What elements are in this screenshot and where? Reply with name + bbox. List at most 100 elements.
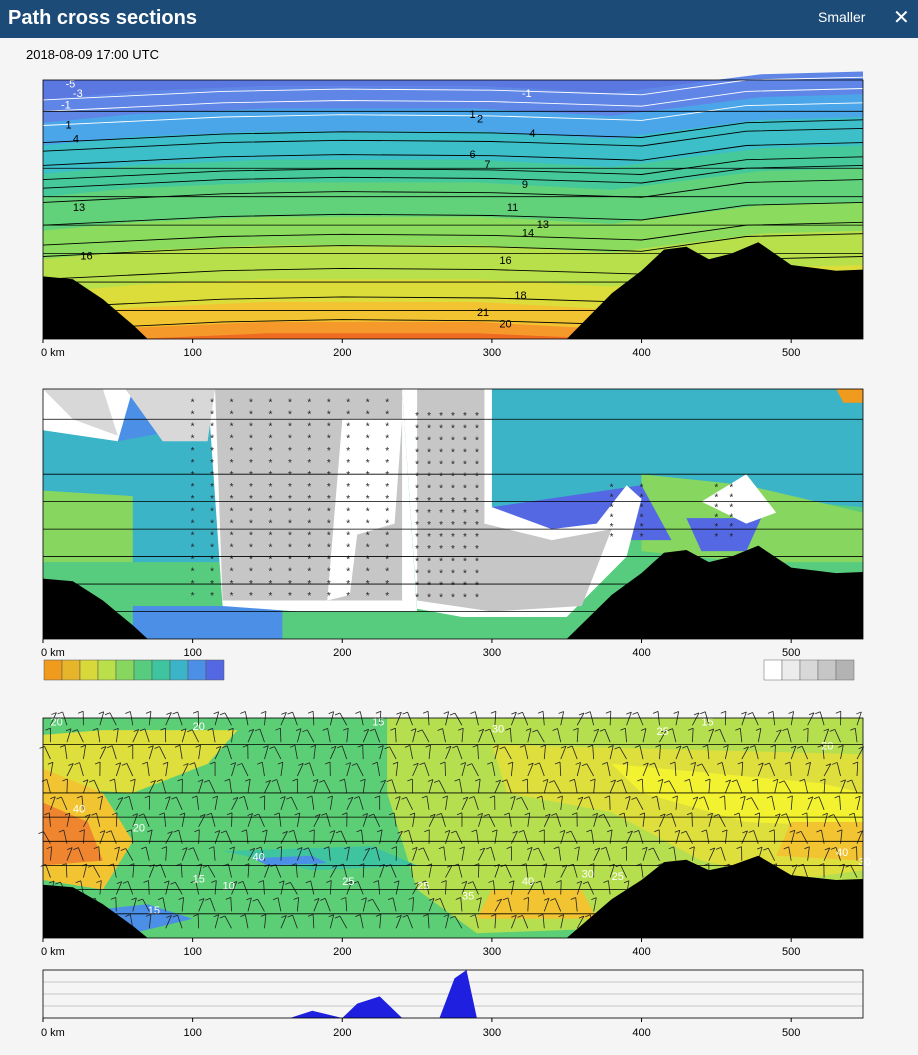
wind-barb bbox=[357, 881, 364, 895]
wind-barb-flag bbox=[600, 846, 607, 850]
wind-barb-flag bbox=[586, 829, 592, 833]
wind-barb bbox=[146, 762, 150, 777]
wind-barb bbox=[329, 914, 335, 929]
wind-barb-flag bbox=[558, 914, 564, 918]
wind-barb bbox=[478, 897, 482, 912]
wind-barb bbox=[213, 846, 216, 861]
humidity-swatch bbox=[97, 659, 117, 681]
wind-barb-flag bbox=[352, 881, 359, 884]
wind-barb-flag bbox=[428, 897, 435, 901]
wind-barb bbox=[510, 796, 516, 810]
wind-barb-flag bbox=[715, 846, 722, 850]
convective-marker: * bbox=[451, 435, 455, 446]
wind-barb bbox=[228, 863, 232, 878]
wind-contour-label: 15 bbox=[372, 716, 384, 728]
wind-barb bbox=[83, 779, 89, 794]
wind-barb-flag bbox=[172, 711, 178, 715]
wind-barb bbox=[527, 881, 535, 895]
convective-marker: * bbox=[463, 435, 467, 446]
convective-marker: * bbox=[307, 397, 311, 408]
isotherm-label: 6 bbox=[469, 149, 475, 161]
wind-barb-flag bbox=[253, 813, 259, 817]
wind-barb-flag bbox=[741, 711, 747, 715]
isotherm bbox=[42, 142, 864, 166]
wind-barb-flag bbox=[396, 711, 402, 715]
wind-barb-flag bbox=[524, 812, 530, 816]
isotherm-label: 20 bbox=[499, 319, 511, 331]
convective-marker: * bbox=[475, 460, 479, 471]
convective-marker: * bbox=[346, 506, 350, 517]
wind-barb bbox=[280, 762, 284, 777]
wind-barb bbox=[346, 881, 353, 895]
wind-barb bbox=[290, 882, 298, 895]
wind-barb-flag bbox=[192, 913, 199, 917]
isotherm-label: 16 bbox=[80, 250, 92, 262]
close-icon[interactable]: ✕ bbox=[893, 7, 910, 29]
convective-marker: * bbox=[249, 434, 253, 445]
wind-barb-flag bbox=[111, 812, 118, 816]
wind-barb-flag bbox=[640, 728, 647, 731]
wind-barb-flag bbox=[769, 829, 775, 833]
wind-barb bbox=[313, 814, 321, 827]
wind-barb bbox=[507, 897, 512, 912]
wind-barb-flag bbox=[39, 746, 45, 749]
wind-barb bbox=[606, 762, 611, 777]
wind-barb bbox=[212, 728, 216, 743]
convective-marker: * bbox=[610, 483, 614, 494]
wind-barb-flag bbox=[222, 745, 228, 749]
convective-marker: * bbox=[307, 446, 311, 457]
wind-barb-flag bbox=[334, 712, 341, 716]
wind-barb bbox=[161, 779, 167, 794]
wind-barb-flag bbox=[157, 897, 164, 901]
wind-barb-flag bbox=[319, 779, 325, 783]
convective-marker: * bbox=[307, 482, 311, 493]
wind-barb-flag bbox=[64, 812, 71, 816]
wind-barb bbox=[96, 813, 101, 827]
smaller-button[interactable]: Smaller bbox=[818, 9, 866, 25]
convective-marker: * bbox=[366, 506, 370, 517]
wind-barb-flag bbox=[736, 846, 742, 850]
wind-barb bbox=[692, 762, 696, 777]
convective-marker: * bbox=[385, 482, 389, 493]
x-tick-label: 200 bbox=[333, 647, 351, 659]
wind-barb-flag bbox=[479, 847, 485, 851]
rh-region bbox=[132, 606, 283, 639]
convective-marker: * bbox=[268, 470, 272, 481]
wind-barb bbox=[593, 728, 600, 743]
wind-barb-flag bbox=[384, 746, 390, 750]
wind-barb bbox=[50, 796, 56, 811]
wind-barb-flag bbox=[208, 846, 215, 850]
wind-barb-flag bbox=[347, 796, 354, 800]
wind-barb-flag bbox=[684, 778, 690, 782]
convective-marker: * bbox=[191, 397, 195, 408]
isotherm-label: 4 bbox=[73, 134, 79, 146]
wind-barb bbox=[656, 796, 660, 810]
wind-barb-flag bbox=[756, 846, 763, 850]
wind-contour-label: 35 bbox=[462, 890, 474, 902]
wind-barb-flag bbox=[781, 813, 787, 817]
convective-marker: * bbox=[439, 423, 443, 434]
wind-barb bbox=[292, 915, 298, 929]
wind-barb bbox=[115, 728, 119, 743]
wind-barb-flag bbox=[536, 795, 542, 799]
wind-barb bbox=[329, 880, 332, 895]
wind-barb-flag bbox=[554, 761, 561, 765]
wind-barb-flag bbox=[654, 829, 660, 833]
convective-marker: * bbox=[288, 410, 292, 421]
wind-contour-label: 20 bbox=[821, 740, 833, 752]
wind-barb-flag bbox=[313, 898, 320, 901]
convective-marker: * bbox=[714, 502, 718, 513]
wind-barb-flag bbox=[99, 830, 106, 834]
window-title: Path cross sections bbox=[8, 7, 197, 29]
convective-marker: * bbox=[463, 411, 467, 422]
cloud-swatch bbox=[781, 659, 801, 681]
wind-barb-flag bbox=[783, 846, 789, 850]
wind-barb bbox=[659, 813, 666, 827]
convective-marker: * bbox=[415, 460, 419, 471]
wind-barb-flag bbox=[159, 812, 165, 816]
wind-barb bbox=[675, 795, 678, 810]
convective-marker: * bbox=[307, 530, 311, 541]
convective-marker: * bbox=[640, 483, 644, 494]
wind-barb-flag bbox=[507, 761, 513, 765]
convective-marker: * bbox=[191, 434, 195, 445]
